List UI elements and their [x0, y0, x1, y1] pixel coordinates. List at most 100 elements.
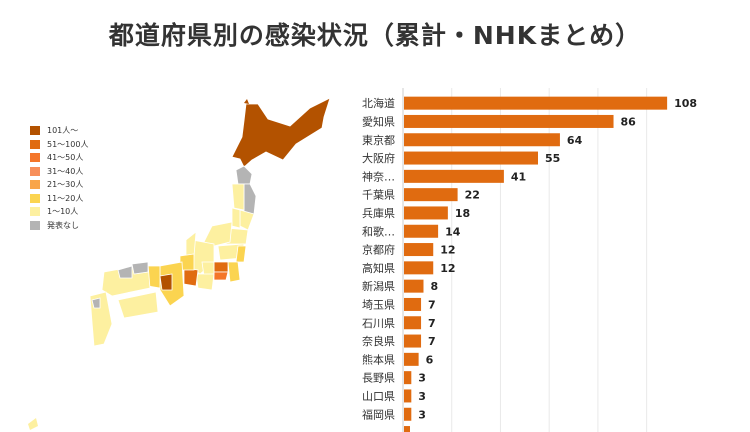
map-kanagawa	[213, 271, 229, 281]
map-legend: 101人～ 51～100人 41～50人 31～40人 21～30人 11～20人 1～10…	[30, 124, 88, 232]
bar	[404, 371, 412, 385]
bar	[404, 426, 410, 432]
category-label: 石川県	[362, 317, 395, 330]
map-shimane	[117, 265, 133, 279]
value-label: 8	[430, 280, 438, 293]
legend-swatch	[30, 139, 40, 149]
bar	[404, 151, 538, 165]
category-label: 熊本県	[362, 352, 395, 366]
legend-item: 1～10人	[30, 205, 88, 219]
map-aichi	[183, 267, 199, 287]
category-label: 山口県	[362, 390, 395, 403]
map-shizuoka	[195, 273, 215, 291]
legend-label: 1～10人	[47, 207, 79, 217]
value-label: 108	[674, 97, 697, 110]
legend-label: 発表なし	[47, 220, 79, 230]
japan-map	[28, 97, 330, 430]
map-chiba	[227, 261, 241, 283]
bar	[404, 188, 458, 202]
legend-item: 21～30人	[30, 178, 88, 192]
category-label: 神奈…	[362, 169, 395, 183]
map-okinawa	[28, 418, 38, 430]
bar	[404, 224, 439, 238]
legend-swatch	[30, 153, 40, 163]
value-label: 86	[621, 115, 637, 128]
value-label: 22	[465, 189, 480, 202]
map-osaka	[159, 273, 173, 291]
category-label: 兵庫県	[362, 206, 395, 220]
map-hokkaido	[231, 97, 330, 168]
map-miyagi	[239, 209, 255, 231]
category-label: 奈良県	[362, 334, 395, 348]
map-aomori	[235, 165, 253, 185]
category-label: 大阪府	[362, 151, 395, 165]
value-label: 7	[428, 298, 436, 311]
legend-label: 41～50人	[47, 153, 84, 163]
legend-item: 101人～	[30, 124, 88, 138]
value-label: 41	[511, 170, 526, 183]
bar	[404, 243, 434, 257]
bar	[404, 114, 614, 128]
bar	[404, 96, 668, 110]
map-niigata	[203, 221, 233, 247]
category-label: 和歌…	[362, 224, 395, 238]
legend-label: 101人～	[47, 126, 79, 136]
legend-swatch	[30, 166, 40, 176]
category-label: 長野県	[362, 372, 395, 385]
bar	[404, 169, 504, 183]
bar	[404, 334, 422, 348]
bar	[404, 352, 419, 366]
category-label: 京都府	[362, 243, 395, 257]
legend-item: 発表なし	[30, 219, 88, 233]
value-label: 3	[418, 408, 426, 421]
legend-swatch	[30, 126, 40, 136]
legend-item: 11～20人	[30, 192, 88, 206]
bar	[404, 261, 434, 275]
category-label: 千葉県	[362, 188, 395, 202]
value-label: 3	[418, 390, 426, 403]
map-iwate	[243, 183, 257, 215]
map-saga	[91, 297, 101, 309]
legend-item: 41～50人	[30, 151, 88, 165]
bar	[404, 407, 412, 421]
bar	[404, 206, 448, 220]
legend-swatch	[30, 193, 40, 203]
bar	[404, 133, 560, 147]
legend-label: 21～30人	[47, 180, 84, 190]
value-label: 12	[440, 244, 455, 257]
map-tokyo	[213, 261, 229, 273]
category-label: 高知県	[362, 261, 395, 275]
value-label: 55	[545, 152, 560, 165]
legend-swatch	[30, 180, 40, 190]
bar	[404, 389, 412, 403]
category-label: 福岡県	[362, 407, 395, 421]
page-title: 都道府県別の感染状況（累計・NHKまとめ）	[108, 21, 642, 50]
map-hokkaido-islands	[244, 99, 249, 104]
map-shikoku	[117, 291, 159, 319]
legend-item: 51～100人	[30, 138, 88, 152]
bar	[404, 316, 422, 330]
legend-label: 31～40人	[47, 166, 84, 176]
map-ibaraki	[235, 245, 247, 263]
map-akita	[231, 183, 245, 211]
category-label: 北海道	[362, 96, 395, 110]
value-label: 6	[426, 353, 434, 366]
category-label: 愛知県	[362, 114, 395, 128]
value-label: 3	[418, 372, 426, 385]
category-label: 新潟県	[362, 279, 395, 293]
bar	[404, 297, 422, 311]
value-label: 14	[445, 225, 461, 238]
map-yamagata	[231, 207, 241, 229]
legend-swatch	[30, 220, 40, 230]
legend-label: 11～20人	[47, 193, 84, 203]
value-label: 7	[428, 317, 436, 330]
category-label: 埼玉県	[362, 297, 395, 311]
category-label: 東京都	[362, 133, 395, 147]
bar	[404, 279, 424, 293]
legend-swatch	[30, 207, 40, 217]
value-label: 64	[567, 134, 583, 147]
map-tottori	[131, 261, 149, 275]
value-label: 18	[455, 207, 470, 220]
value-label: 7	[428, 335, 436, 348]
